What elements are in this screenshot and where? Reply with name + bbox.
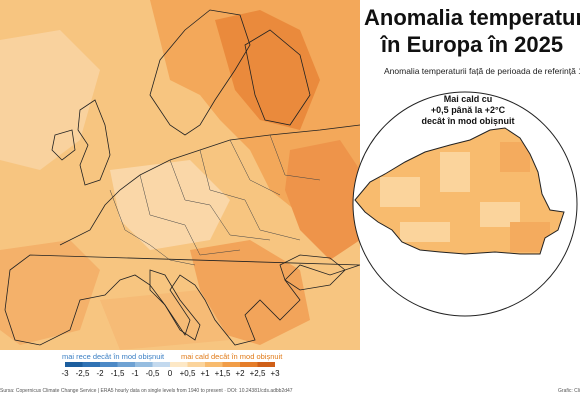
- mild-region-central: [110, 160, 230, 250]
- warm-region-russia: [285, 140, 360, 260]
- legend-tick-label: +2,5: [249, 369, 266, 378]
- warm-region-iberia: [0, 240, 100, 345]
- legend-swatch: [65, 362, 83, 367]
- legend-tick-label: -1,5: [110, 369, 125, 378]
- legend-cold-label: mai rece decât în mod obișnuit: [62, 352, 165, 361]
- legend-tick-label: +3: [270, 369, 280, 378]
- legend-swatch: [205, 362, 223, 367]
- coastline-ireland: [51, 129, 76, 161]
- title-line-1: Anomalia temperaturii: [364, 5, 580, 30]
- page-subtitle: Anomalia temperaturii față de perioada d…: [384, 66, 580, 76]
- legend-tick-label: -3: [61, 369, 69, 378]
- page-title: Anomalia temperaturii în Europa în 2025: [364, 4, 580, 58]
- mild-region-atlantic: [0, 30, 100, 170]
- legend-swatch: [257, 362, 275, 367]
- inset-annotation-line-2: +0,5 până la +2°C: [430, 105, 506, 115]
- legend-swatch: [135, 362, 153, 367]
- country-borders: [109, 134, 321, 266]
- romania-outline: [354, 127, 565, 255]
- legend-swatch: [152, 362, 170, 367]
- europe-temperature-anomaly-map: [0, 0, 360, 350]
- warm-region-mediterranean: [100, 290, 230, 350]
- legend-colorbar: [65, 362, 275, 367]
- legend-swatch: [240, 362, 258, 367]
- warm-region-finland: [215, 10, 320, 130]
- source-note: Sursa: Copernicus Climate Change Service…: [0, 388, 293, 394]
- legend-swatch: [82, 362, 100, 367]
- inset-annotation-line-3: decât în mod obișnuit: [421, 116, 515, 126]
- coastline-finland: [244, 29, 311, 126]
- legend-tick-label: +1: [200, 369, 210, 378]
- romania-inset-map: [352, 91, 578, 317]
- coastline-great-britain: [77, 99, 111, 186]
- coastline-italy: [149, 269, 201, 341]
- legend-swatch: [170, 362, 188, 367]
- title-line-2: în Europa în 2025: [380, 32, 564, 57]
- legend-tick-label: -2: [96, 369, 104, 378]
- legend-swatch: [117, 362, 135, 367]
- legend-swatches: [65, 362, 275, 367]
- legend-swatch: [222, 362, 240, 367]
- legend-tick-label: -1: [131, 369, 139, 378]
- inset-annotation-line-1: Mai cald cu: [443, 94, 493, 104]
- legend-tick-label: +1,5: [214, 369, 231, 378]
- legend-tick-label: +0,5: [179, 369, 196, 378]
- legend-tick-label: +2: [235, 369, 245, 378]
- inset-annotation: Mai cald cu +0,5 până la +2°C decât în m…: [400, 94, 536, 127]
- legend-tick-label: 0: [167, 369, 173, 378]
- legend-tick-label: -2,5: [75, 369, 90, 378]
- coastline-scandinavia: [149, 9, 251, 136]
- coastline-black-sea: [279, 254, 346, 291]
- legend-tick-label: -0,5: [145, 369, 160, 378]
- legend-warm-label: mai cald decât în mod obișnuit: [181, 352, 283, 361]
- credit-note: Grafic: Cli: [558, 388, 580, 394]
- legend-swatch: [187, 362, 205, 367]
- legend-swatch: [100, 362, 118, 367]
